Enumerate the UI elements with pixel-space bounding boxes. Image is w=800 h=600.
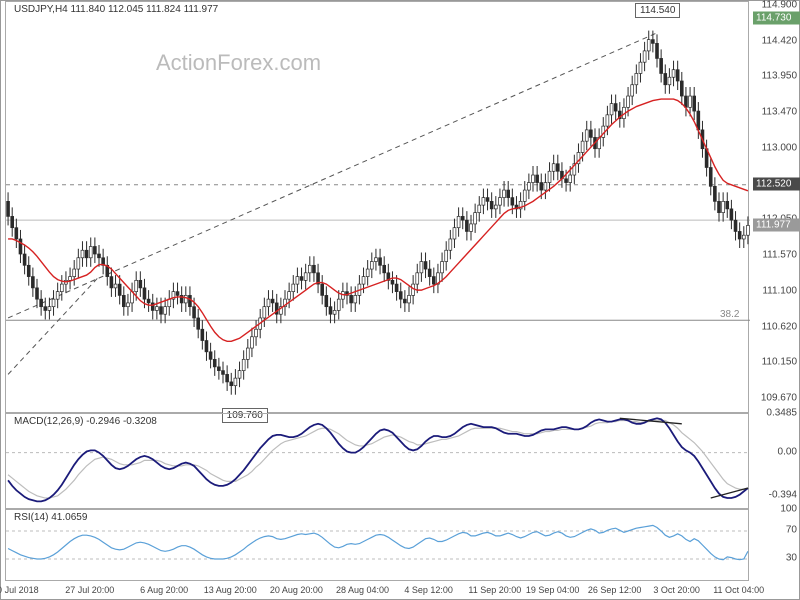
macd-svg — [6, 414, 750, 508]
time-tick: 11 Sep 20:00 — [468, 585, 521, 595]
rsi-ytick: 70 — [786, 525, 797, 536]
price-tag: 112.520 — [753, 177, 800, 190]
time-tick: 20 Aug 20:00 — [270, 585, 323, 595]
price-ytick: 111.570 — [762, 250, 797, 261]
price-ytick: 113.470 — [762, 107, 797, 118]
time-tick: 3 Oct 20:00 — [653, 585, 700, 595]
price-ytick: 110.150 — [762, 357, 797, 368]
price-plot[interactable]: USDJPY,H4 111.840 112.045 111.824 111.97… — [5, 1, 749, 413]
svg-text:38.2: 38.2 — [720, 309, 740, 320]
rsi-plot[interactable]: RSI(14) 41.0659 — [5, 509, 749, 581]
macd-ytick: 0.3485 — [766, 408, 797, 419]
price-ytick: 109.670 — [761, 393, 797, 404]
price-ytick: 114.420 — [762, 35, 797, 46]
time-axis: 20 Jul 201827 Jul 20:006 Aug 20:0013 Aug… — [5, 581, 747, 595]
time-tick: 11 Oct 04:00 — [713, 585, 764, 595]
macd-ytick: -0.394 — [769, 490, 797, 501]
price-ytick: 111.100 — [762, 285, 797, 296]
time-tick: 6 Aug 20:00 — [140, 585, 188, 595]
time-tick: 20 Jul 2018 — [0, 585, 39, 595]
macd-yaxis: -0.3940.000.3485 — [751, 413, 800, 509]
macd-plot[interactable]: MACD(12,26,9) -0.2946 -0.3208 — [5, 413, 749, 509]
macd-panel: MACD(12,26,9) -0.2946 -0.3208 -0.394 0.00… — [1, 413, 800, 509]
price-panel: USDJPY,H4 111.840 112.045 111.824 111.97… — [1, 1, 800, 413]
price-svg: 38.2 — [6, 2, 750, 412]
rsi-ytick: 100 — [780, 504, 797, 515]
macd-label: MACD(12,26,9) -0.2946 -0.3208 — [14, 416, 157, 427]
time-tick: 26 Sep 12:00 — [588, 585, 642, 595]
rsi-yaxis: 3070100 — [751, 509, 800, 581]
price-tag: 111.977 — [753, 218, 800, 231]
price-annotation: 114.540 — [635, 3, 680, 18]
price-ytick: 110.620 — [762, 321, 797, 332]
rsi-label: RSI(14) 41.0659 — [14, 512, 87, 523]
rsi-ytick: 30 — [786, 553, 797, 564]
rsi-panel: RSI(14) 41.0659 3070100 — [1, 509, 800, 581]
price-ytick: 113.950 — [762, 71, 797, 82]
rsi-svg — [6, 510, 750, 580]
time-tick: 27 Jul 20:00 — [65, 585, 114, 595]
time-tick: 13 Aug 20:00 — [204, 585, 257, 595]
price-yaxis: 109.670110.150110.620111.100111.570112.0… — [751, 1, 800, 413]
price-ytick: 113.000 — [762, 142, 797, 153]
macd-ytick: 0.00 — [778, 446, 797, 457]
time-tick: 19 Sep 04:00 — [526, 585, 580, 595]
price-ytick: 114.900 — [762, 0, 797, 10]
time-tick: 4 Sep 12:00 — [404, 585, 453, 595]
price-tag: 114.730 — [753, 11, 800, 24]
time-tick: 28 Aug 04:00 — [336, 585, 389, 595]
